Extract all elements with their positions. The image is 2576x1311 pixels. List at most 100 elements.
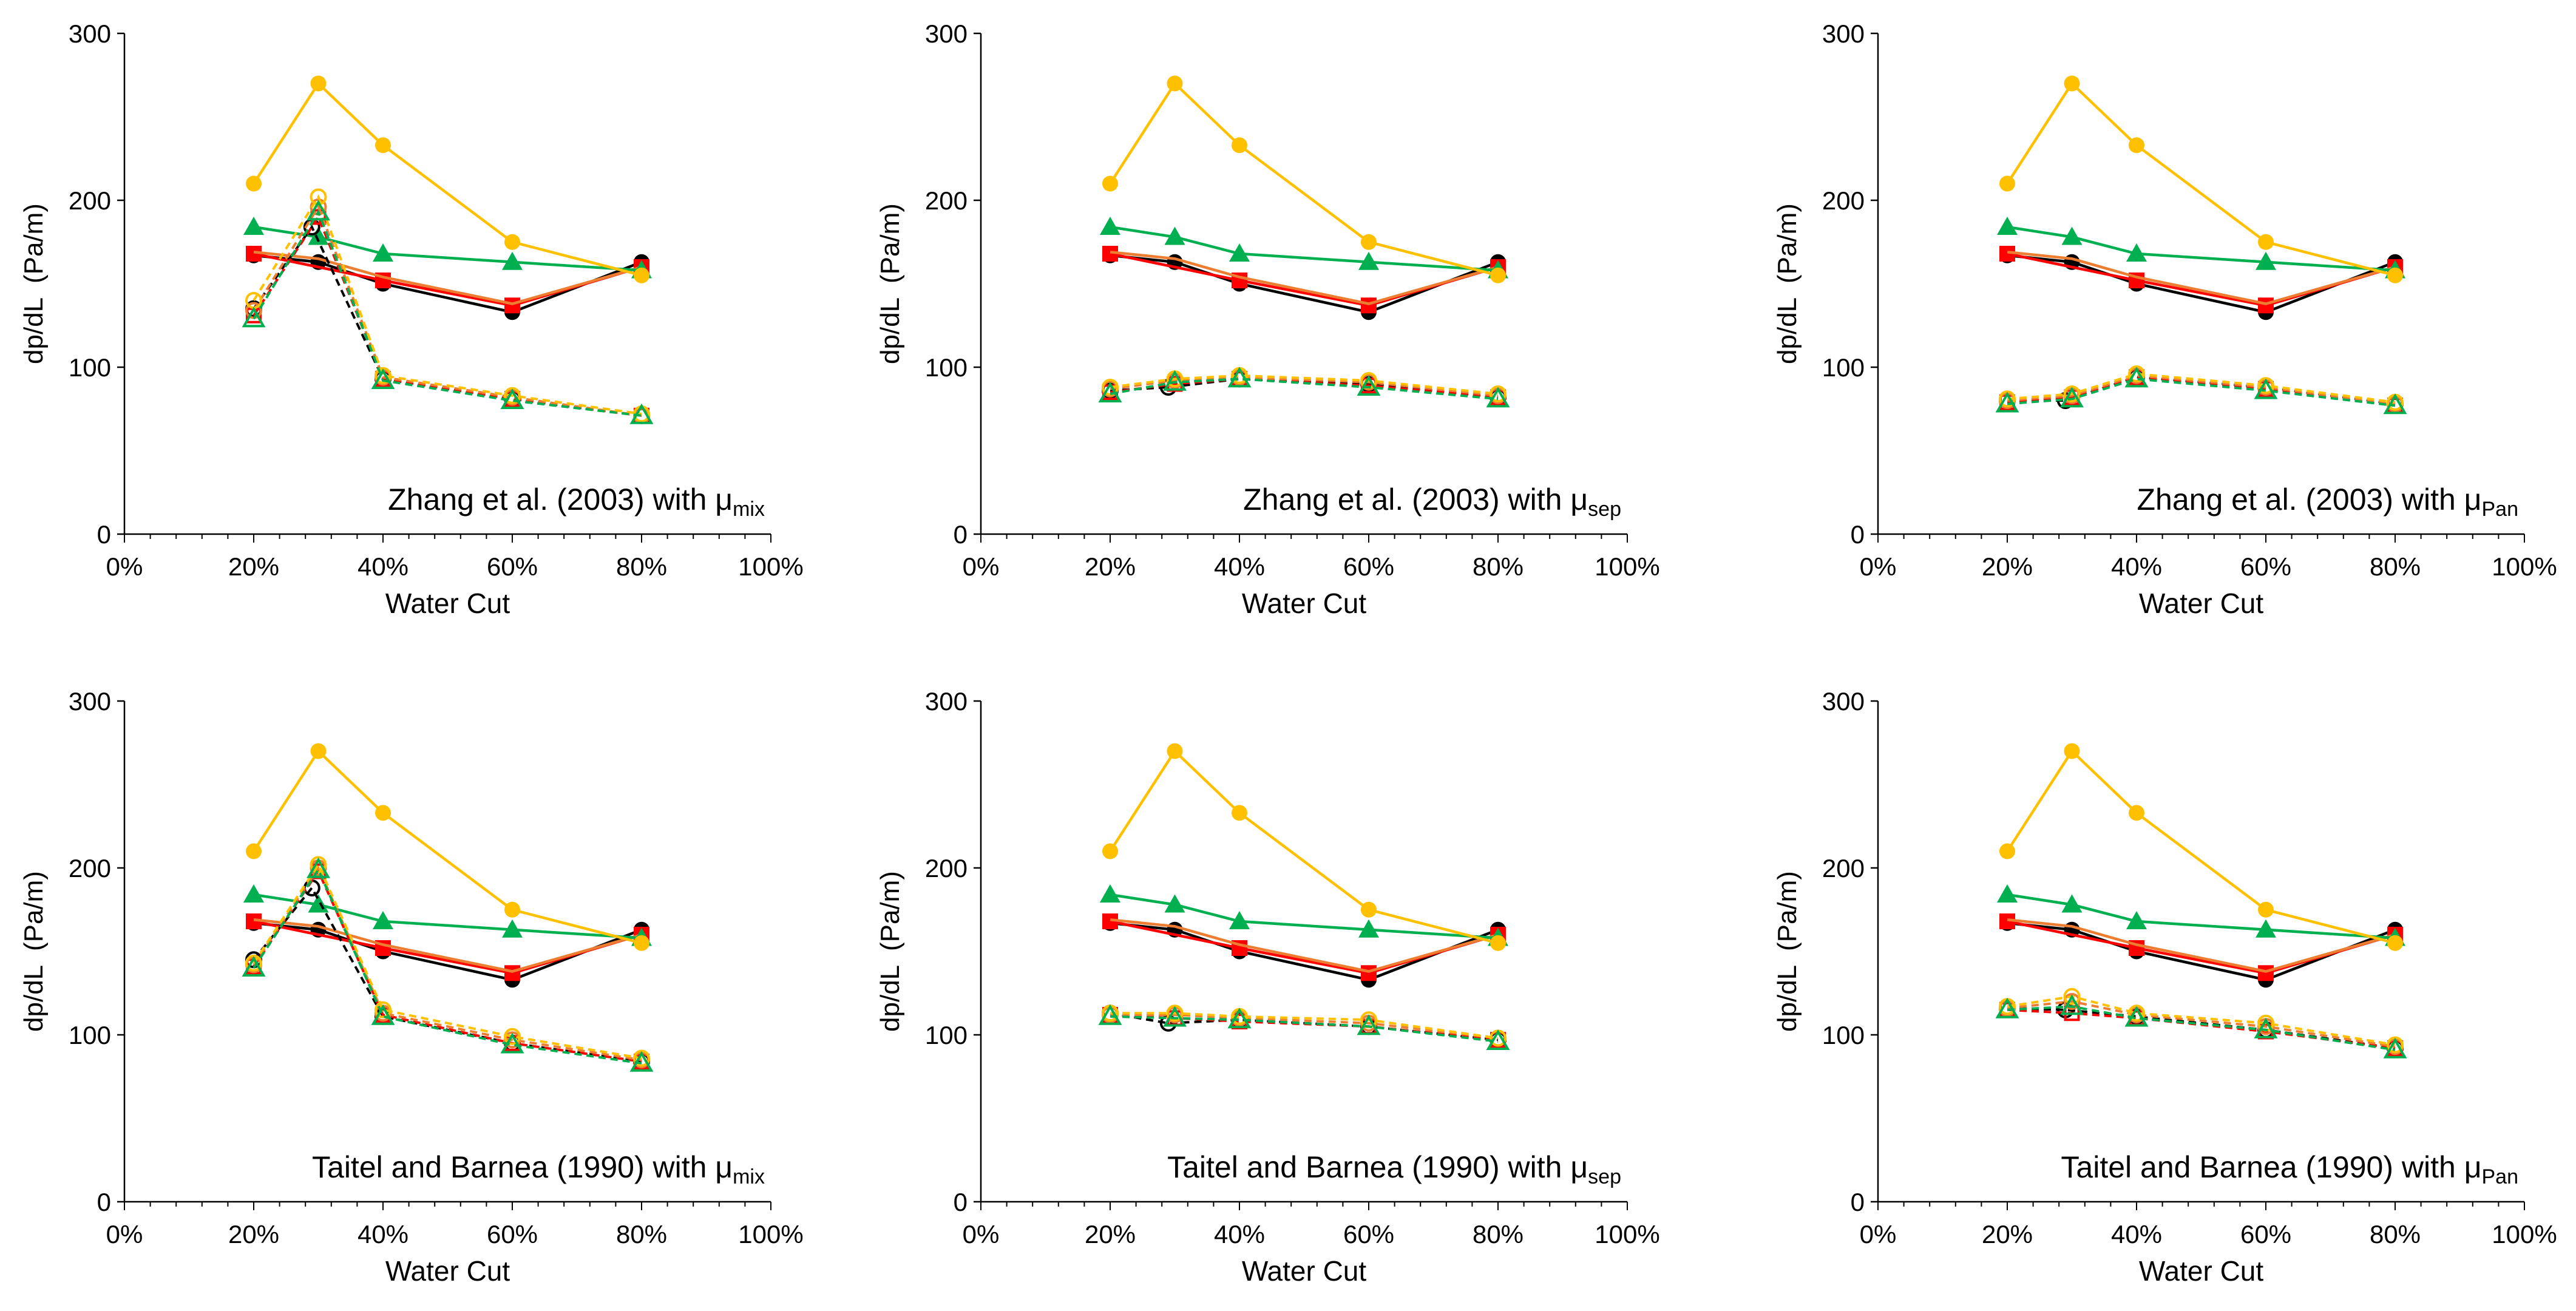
series-line-exp-yellow xyxy=(1109,748,1499,944)
x-axis-label: Water Cut xyxy=(2139,588,2264,619)
data-point-exp-red xyxy=(2258,297,2274,314)
series-line-model-black xyxy=(2007,1007,2396,1049)
x-tick-label: 60% xyxy=(487,552,538,581)
x-tick-label: 40% xyxy=(1214,552,1265,581)
data-point-exp-yellow xyxy=(2129,805,2144,821)
data-point-exp-yellow xyxy=(1361,234,1377,250)
chart-title: Zhang et al. (2003) with μmix xyxy=(388,483,765,521)
series-line-model-yellow xyxy=(2007,372,2396,404)
x-tick-label: 80% xyxy=(616,1220,667,1248)
x-tick-label: 20% xyxy=(1982,1220,2033,1248)
series-line-exp-orange-line xyxy=(2007,918,2396,973)
data-point-exp-yellow xyxy=(1999,843,2015,859)
chart-title: Taitel and Barnea (1990) with μsep xyxy=(1167,1150,1621,1188)
x-tick-label: 100% xyxy=(1595,1220,1659,1248)
data-point-model-yellow xyxy=(2128,1004,2145,1022)
data-point-model-green xyxy=(371,368,395,389)
x-tick-label: 60% xyxy=(1343,552,1394,581)
series-line-exp-yellow xyxy=(2006,81,2396,277)
x-tick-label: 40% xyxy=(1214,1220,1265,1248)
data-point-exp-yellow xyxy=(310,75,327,92)
chart-panel-1: 0 100 200 300 0% 20% 40% 60% 80% 100% Water Cut dp/… xyxy=(19,19,804,619)
data-point-model-green xyxy=(1163,1006,1187,1027)
chart-title-subscript: Pan xyxy=(2482,1165,2519,1188)
data-point-exp-yellow xyxy=(2258,901,2274,918)
data-point-exp-yellow xyxy=(2064,75,2080,92)
y-axis-label: dp/dL (Pa/m) xyxy=(19,871,49,1032)
series-line-exp-yellow xyxy=(253,748,642,944)
data-point-exp-yellow xyxy=(504,901,520,918)
data-point-model-green xyxy=(242,955,266,977)
y-tick-label: 100 xyxy=(69,353,111,382)
series-line-model-green xyxy=(2007,378,2396,407)
y-tick-label: 300 xyxy=(1822,19,1865,48)
data-point-model-yellow xyxy=(1999,390,2016,408)
x-tick-label: 0% xyxy=(963,552,1000,581)
series-line-model-orange xyxy=(1110,376,1499,397)
data-point-model-green xyxy=(500,388,524,409)
data-point-exp-yellow xyxy=(504,234,520,250)
data-point-model-green xyxy=(371,1004,395,1025)
data-point-exp-yellow xyxy=(1490,935,1506,951)
x-tick-label: 80% xyxy=(1473,1220,1524,1248)
data-point-exp-yellow xyxy=(1102,175,1118,192)
series-line-model-green xyxy=(253,867,642,1065)
series-line-exp-yellow xyxy=(253,81,642,277)
chart-title-subscript: sep xyxy=(1588,498,1621,521)
data-point-model-green xyxy=(1163,370,1187,391)
series-line-exp-orange-line xyxy=(253,251,642,305)
x-axis-label: Water Cut xyxy=(2139,1255,2264,1287)
data-point-exp-green xyxy=(243,217,264,235)
y-tick-label: 100 xyxy=(925,353,968,382)
series-line-model-orange xyxy=(253,204,642,417)
data-point-exp-green xyxy=(1358,251,1379,270)
data-point-model-green xyxy=(1098,1004,1122,1025)
data-point-exp-green xyxy=(308,226,329,245)
data-point-exp-yellow xyxy=(246,175,262,192)
data-point-model-yellow xyxy=(2387,1036,2404,1054)
data-point-exp-yellow xyxy=(2387,935,2403,951)
x-tick-label: 60% xyxy=(2240,1220,2291,1248)
series-line-exp-yellow xyxy=(2006,748,2396,944)
x-tick-label: 0% xyxy=(1860,552,1897,581)
x-axis-label: Water Cut xyxy=(1242,588,1367,619)
series-line-exp-orange-line xyxy=(1110,918,1499,973)
data-point-model-yellow xyxy=(504,1028,521,1045)
data-point-model-yellow xyxy=(2128,365,2145,382)
data-point-model-yellow xyxy=(633,1049,650,1067)
data-point-exp-green xyxy=(1358,919,1379,938)
data-point-exp-yellow xyxy=(2129,137,2144,154)
y-tick-label: 0 xyxy=(1851,520,1865,549)
data-point-model-green xyxy=(2383,393,2407,415)
data-point-model-yellow xyxy=(375,1001,391,1018)
data-point-model-yellow xyxy=(1166,1004,1184,1022)
data-point-exp-green xyxy=(2061,894,2083,913)
data-point-exp-red xyxy=(2258,965,2274,981)
chart-title-main: Taitel and Barnea (1990) with μ xyxy=(1167,1150,1588,1184)
series-line-model-green xyxy=(1110,1015,1499,1043)
chart-panel-6: 0 100 200 300 0% 20% 40% 60% 80% 100% Water Cut dp/… xyxy=(1772,687,2557,1287)
data-point-model-yellow xyxy=(504,387,521,404)
y-axis-label: dp/dL (Pa/m) xyxy=(1772,203,1802,364)
y-axis-label: dp/dL (Pa/m) xyxy=(1772,871,1802,1032)
data-point-model-green xyxy=(1227,1008,1252,1029)
y-tick-label: 100 xyxy=(1822,1021,1865,1049)
y-tick-label: 200 xyxy=(925,186,968,215)
series-line-model-yellow xyxy=(1110,374,1499,395)
x-tick-label: 60% xyxy=(1343,1220,1394,1248)
data-point-model-green xyxy=(1486,1029,1510,1050)
data-point-model-yellow xyxy=(310,856,327,873)
series-line-exp-yellow xyxy=(1109,81,1499,277)
y-tick-label: 100 xyxy=(69,1021,111,1049)
data-point-model-green xyxy=(629,403,654,424)
y-tick-label: 0 xyxy=(97,1188,111,1216)
series-line-exp-orange-line xyxy=(253,918,642,973)
data-point-exp-yellow xyxy=(2258,234,2274,250)
chart-title: Taitel and Barnea (1990) with μPan xyxy=(2061,1150,2518,1188)
data-point-exp-red xyxy=(1361,297,1377,314)
y-tick-label: 300 xyxy=(1822,687,1865,716)
y-tick-label: 100 xyxy=(1822,353,1865,382)
data-point-model-green xyxy=(2124,367,2149,388)
chart-title-main: Zhang et al. (2003) with μ xyxy=(388,483,733,517)
